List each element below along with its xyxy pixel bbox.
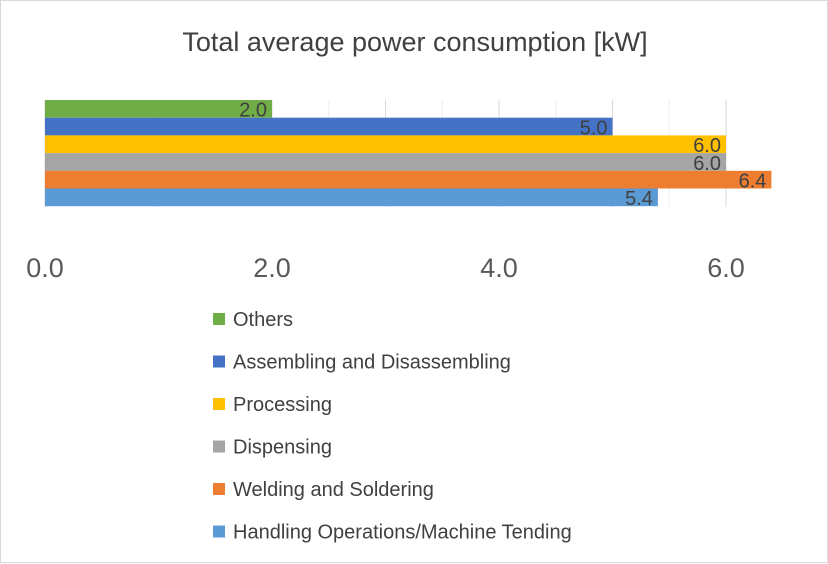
legend-swatch: [213, 440, 225, 453]
x-tick-label: 4.0: [480, 253, 518, 283]
data-label: 6.4: [739, 171, 767, 193]
x-tick-label: 6.0: [707, 253, 745, 283]
data-label: 6.0: [693, 135, 721, 157]
data-label: 2.0: [239, 100, 267, 122]
bar-others: [45, 100, 272, 118]
data-label: 6.0: [693, 153, 721, 175]
legend-entry: Others: [233, 309, 293, 331]
legend-swatch: [213, 398, 225, 410]
chart-title: Total average power consumption [kW]: [182, 27, 647, 57]
legend-entry: Dispensing: [233, 437, 332, 459]
bar-group: [45, 100, 772, 207]
x-tick-label: 2.0: [253, 253, 291, 283]
legend-swatch: [213, 355, 225, 368]
x-axis-tick-group: 0.0 2.0 4.0 6.0: [26, 253, 745, 283]
bar-assembling-and-disassembling: [45, 117, 613, 136]
data-label-group: 2.0 5.0 6.06.0 6.4 5.4: [239, 100, 766, 211]
legend: Others Assembling and Disassembling Proces…: [213, 309, 572, 544]
x-tick-label: 0.0: [26, 253, 64, 283]
legend-entry: Processing: [233, 394, 332, 416]
data-label: 5.0: [580, 117, 608, 139]
legend-swatch: [213, 313, 225, 325]
legend-entry: Assembling and Disassembling: [233, 352, 511, 374]
legend-entry: Handling Operations/Machine Tending: [233, 522, 572, 544]
bar-handling-operations-machine-tending: [45, 188, 658, 207]
bar-welding-and-soldering: [45, 170, 772, 189]
legend-swatch: [213, 483, 225, 495]
legend-swatch: [213, 525, 225, 538]
legend-entry: Welding and Soldering: [233, 479, 434, 501]
bar-processing: [45, 135, 726, 154]
data-label: 5.4: [625, 188, 653, 210]
bar-dispensing: [45, 153, 726, 171]
